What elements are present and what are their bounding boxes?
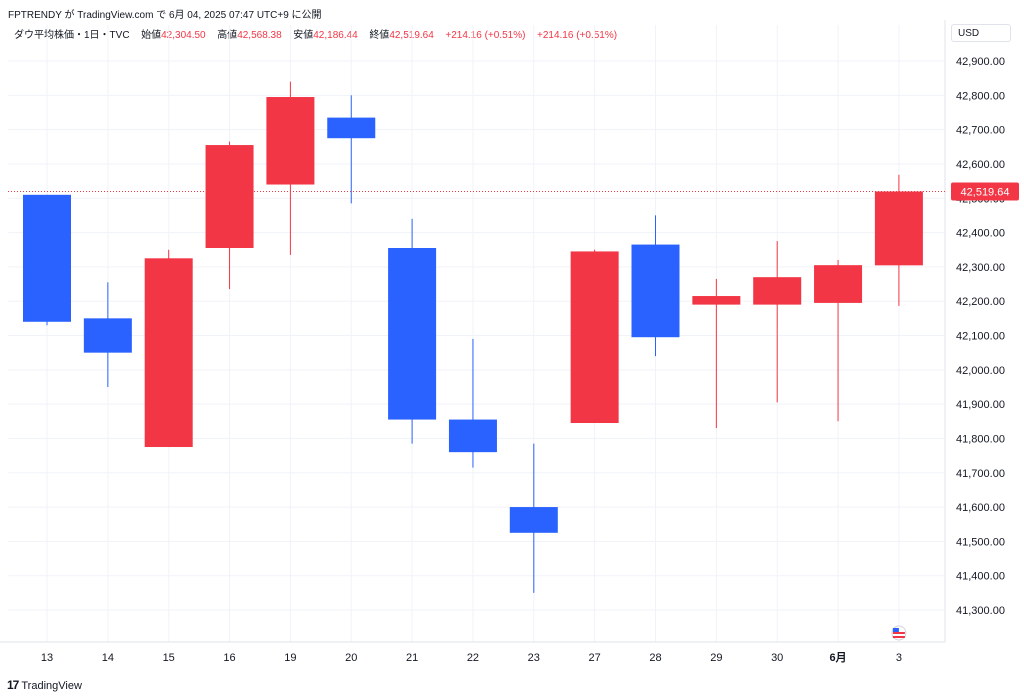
x-tick-label: 21 (406, 652, 418, 664)
current-price-tag (951, 182, 1019, 201)
y-tick-label: 42,600.00 (956, 159, 1005, 171)
y-tick-label: 42,900.00 (956, 56, 1005, 68)
x-tick-label: 14 (102, 652, 114, 664)
tradingview-logo-icon: 17 (7, 678, 19, 692)
y-tick-label: 41,700.00 (956, 468, 1005, 480)
x-tick-label: 6月 (829, 651, 846, 664)
candle-body (327, 117, 376, 139)
low-value: 42,186.44 (313, 30, 358, 41)
x-tick-label: 29 (710, 652, 722, 664)
x-tick-label: 15 (163, 652, 175, 664)
candle-body (570, 251, 619, 423)
x-tick-label: 27 (589, 652, 601, 664)
x-tick-label: 30 (771, 652, 783, 664)
x-tick-label: 16 (223, 652, 235, 664)
y-tick-label: 41,900.00 (956, 399, 1005, 411)
candle-body (83, 318, 132, 353)
x-tick-label: 3 (896, 652, 902, 664)
tradingview-brand: TradingView (21, 680, 82, 692)
flag-canton (892, 628, 899, 632)
us-flag-icon (891, 625, 907, 641)
candle-body (266, 97, 315, 185)
change-value: +214.16 (+0.51%) (445, 30, 526, 41)
candle-body (23, 194, 71, 322)
y-tick-label: 41,800.00 (956, 433, 1005, 445)
flag-stripe (892, 636, 905, 638)
close-value: 42,519.64 (389, 30, 434, 41)
flag-stripe (892, 632, 905, 634)
candle-body (388, 248, 437, 420)
y-tick-label: 42,800.00 (956, 90, 1005, 102)
tradingview-footer: 17 TradingView (7, 678, 82, 692)
change-value-2: +214.16 (+0.51%) (537, 30, 618, 41)
y-tick-label: 41,500.00 (956, 536, 1005, 548)
y-tick-label: 42,300.00 (956, 262, 1005, 274)
current-price-overlay: 42,519.64 (8, 182, 1019, 641)
candle-body (753, 277, 802, 305)
candle-bodies (23, 97, 923, 533)
y-tick-label: 42,700.00 (956, 125, 1005, 137)
x-tick-label: 28 (649, 652, 661, 664)
y-tick-label: 42,200.00 (956, 296, 1005, 308)
x-tick-label: 23 (528, 652, 540, 664)
open-value: 42,304.50 (161, 30, 206, 41)
currency-selector[interactable]: USD (951, 24, 1011, 42)
x-tick-label: 22 (467, 652, 479, 664)
candle-body (448, 419, 497, 453)
candle-body (144, 258, 193, 448)
y-tick-label: 41,400.00 (956, 571, 1005, 583)
current-price-label: 42,519.64 (961, 187, 1010, 199)
x-tick-label: 19 (284, 652, 296, 664)
y-tick-label: 42,400.00 (956, 228, 1005, 240)
y-tick-label: 42,000.00 (956, 365, 1005, 377)
published-by-text: FPTRENDY が TradingView.com で 6月 04, 2025… (8, 10, 322, 21)
candle-body (509, 507, 558, 533)
y-tick-label: 42,100.00 (956, 331, 1005, 343)
high-label: 高値 (217, 30, 238, 41)
candle-body (631, 244, 680, 338)
x-tick-label: 20 (345, 652, 357, 664)
candle-body (814, 265, 863, 303)
high-value: 42,568.38 (237, 30, 282, 41)
candle-body (692, 296, 741, 305)
ohlc-legend: ダウ平均株価・1日・TVC 始値42,304.50 高値42,568.38 安値… (14, 26, 617, 41)
price-axis[interactable]: 42,900.0042,800.0042,700.0042,600.0042,5… (944, 20, 1005, 642)
symbol-name: ダウ平均株価・1日・TVC (14, 30, 130, 41)
open-label: 始値 (141, 30, 162, 41)
time-axis[interactable]: 13 14 15 16 19 20 21 22 23 27 28 29 30 6月 3 (0, 641, 945, 664)
candle-body (205, 145, 254, 249)
close-label: 終値 (369, 30, 390, 41)
low-label: 安値 (293, 30, 314, 41)
candle-body (874, 191, 923, 266)
y-tick-label: 41,300.00 (956, 605, 1005, 617)
x-tick-label: 13 (41, 652, 53, 664)
y-tick-label: 41,600.00 (956, 502, 1005, 514)
